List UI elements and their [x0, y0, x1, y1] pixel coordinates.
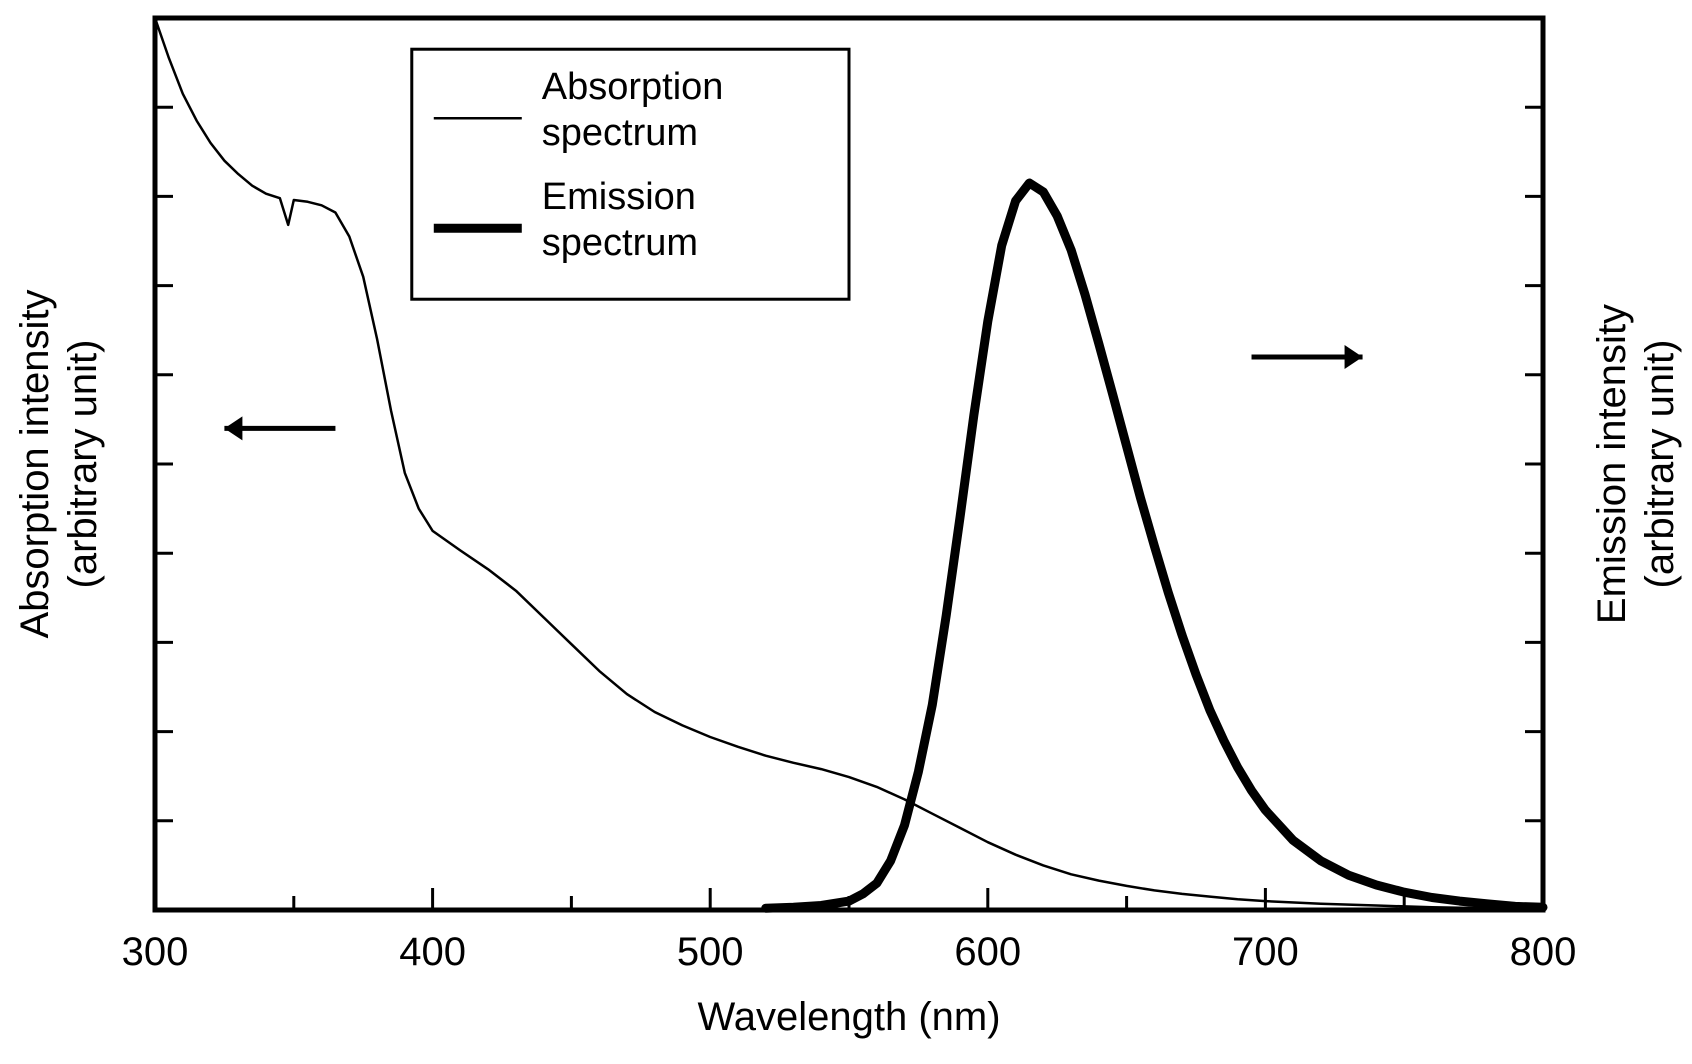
x-axis-label: Wavelength (nm) — [697, 995, 1000, 1039]
svg-text:Absorption intensity: Absorption intensity — [13, 289, 57, 638]
x-tick-label: 300 — [122, 930, 189, 974]
legend-label: spectrum — [542, 222, 698, 264]
legend-label: Absorption — [542, 66, 724, 108]
x-tick-label: 400 — [399, 930, 466, 974]
x-tick-label: 600 — [954, 930, 1021, 974]
legend: AbsorptionspectrumEmissionspectrum — [412, 49, 849, 299]
x-tick-label: 500 — [677, 930, 744, 974]
svg-text:(arbitrary unit): (arbitrary unit) — [1638, 340, 1682, 589]
x-tick-label: 700 — [1232, 930, 1299, 974]
legend-label: Emission — [542, 176, 696, 218]
chart-svg: 300 400 500 600 700 800 Wavelength (nm) Absorpt… — [0, 0, 1692, 1064]
legend-label: spectrum — [542, 112, 698, 154]
x-tick-label: 800 — [1510, 930, 1577, 974]
svg-text:Emission intensity: Emission intensity — [1590, 304, 1634, 624]
spectrum-chart: 300 400 500 600 700 800 Wavelength (nm) Absorpt… — [0, 0, 1692, 1064]
svg-text:(arbitrary unit): (arbitrary unit) — [61, 340, 105, 589]
